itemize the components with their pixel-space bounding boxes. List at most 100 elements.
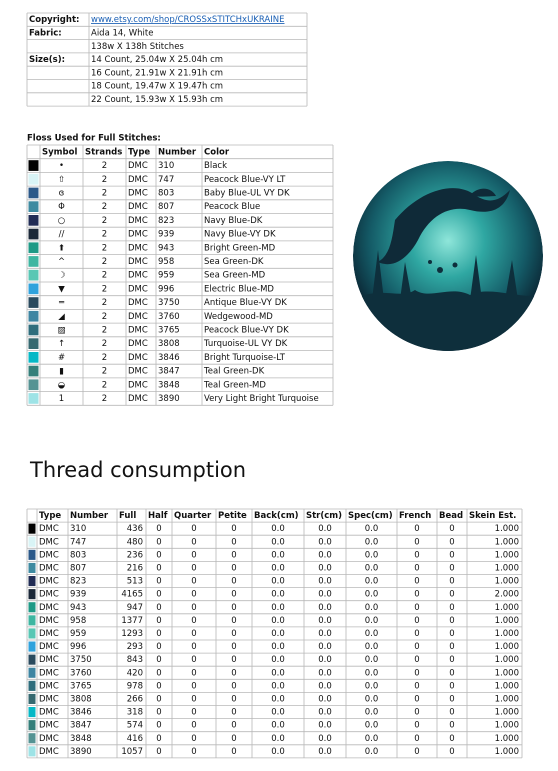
cell-text: 0	[414, 563, 419, 573]
cell-text: 0.0	[318, 629, 332, 639]
cell-text: 3890	[158, 394, 180, 404]
cell-text: ◢	[58, 312, 65, 322]
pattern-image	[353, 161, 543, 351]
cell-text: 0.0	[271, 524, 285, 534]
cell-text: 0.0	[318, 603, 332, 613]
cell-text: 0.0	[365, 734, 379, 744]
cell-text: 2	[102, 312, 107, 322]
cell-text: 0.0	[365, 563, 379, 573]
cell-text: ↑	[58, 339, 65, 349]
cell-text: 0	[449, 668, 454, 678]
column-header: Back(cm)	[254, 511, 299, 521]
cell-text: 0	[156, 577, 161, 587]
color-swatch	[28, 324, 39, 336]
cell-text: 0.0	[318, 550, 332, 560]
cell-text: 0	[449, 734, 454, 744]
cell-text: 0	[156, 616, 161, 626]
cell-text: ⇧	[58, 175, 65, 185]
cell-text: 0	[414, 537, 419, 547]
cell-text: 480	[127, 537, 143, 547]
column-header: Half	[148, 511, 168, 521]
cell-text: 0.0	[271, 629, 285, 639]
cell-text: 310	[70, 524, 86, 534]
cell-text: 1.000	[495, 642, 519, 652]
cell-text: 0.0	[318, 721, 332, 731]
cell-text: 3750	[70, 655, 92, 665]
color-swatch	[28, 352, 39, 363]
color-swatch	[28, 707, 36, 718]
cell-text: DMC	[128, 161, 148, 171]
section-title: Thread consumption	[29, 458, 246, 482]
cell-text: 0.0	[365, 721, 379, 731]
cell-text: 1.000	[495, 563, 519, 573]
cell-text: 0	[414, 734, 419, 744]
cell-text: 0	[449, 524, 454, 534]
cell-text: DMC	[128, 353, 148, 363]
cell-text: 0.0	[318, 590, 332, 600]
cell-text: 0.0	[318, 694, 332, 704]
cell-text: 0	[231, 616, 236, 626]
column-header: Quarter	[174, 511, 212, 521]
cell-text: 0	[414, 577, 419, 587]
cell-text: 318	[127, 708, 143, 718]
cell-text: DMC	[39, 537, 59, 547]
cell-text: ɞ	[59, 188, 65, 198]
cell-text: 0.0	[365, 577, 379, 587]
cell-text: DMC	[39, 747, 59, 757]
cell-text: 3847	[158, 367, 180, 377]
cell-text: //	[59, 230, 65, 240]
cell-text: 266	[127, 694, 143, 704]
cell-text: 0.0	[365, 590, 379, 600]
cell-text: 0.0	[271, 616, 285, 626]
cell-text: DMC	[128, 230, 148, 240]
cell-text: Teal Green-MD	[203, 380, 266, 390]
cell-text: ▼	[58, 284, 65, 294]
color-swatch	[28, 283, 39, 295]
cell-text: 0.0	[271, 681, 285, 691]
cell-text: DMC	[128, 271, 148, 281]
color-swatch	[28, 201, 39, 212]
cell-text: 2.000	[495, 590, 519, 600]
cell-text: 1.000	[495, 629, 519, 639]
cell-text: 0	[231, 629, 236, 639]
cell-text: ^	[58, 257, 65, 267]
cell-text: 0	[191, 708, 196, 718]
cell-text: Very Light Bright Turquoise	[204, 394, 319, 404]
cell-text: 823	[70, 577, 86, 587]
cell-text: 0.0	[365, 642, 379, 652]
cell-text: 3808	[158, 339, 180, 349]
column-header: Number	[158, 147, 197, 157]
cell-text: 0	[231, 694, 236, 704]
cell-text: Bright Green-MD	[204, 243, 276, 253]
cell-text: 1.000	[495, 537, 519, 547]
cell-text: 0	[449, 629, 454, 639]
cell-text: 0.0	[318, 734, 332, 744]
cell-text: 0.0	[271, 734, 285, 744]
info-value: Aida 14, White	[91, 28, 153, 38]
info-value: 14 Count, 25.04w X 25.04h cm	[91, 55, 223, 65]
color-swatch	[28, 589, 36, 600]
info-value: 18 Count, 19.47w X 19.47h cm	[91, 82, 223, 92]
cell-text: 3765	[70, 681, 92, 691]
cell-text: ☽	[58, 271, 66, 281]
cell-text: 0.0	[271, 590, 285, 600]
cell-text: 2	[102, 202, 107, 212]
cell-text: 996	[70, 642, 86, 652]
cell-text: 0	[156, 629, 161, 639]
cell-text: •	[59, 161, 64, 171]
cell-text: 2	[102, 380, 107, 390]
cell-text: Peacock Blue	[204, 202, 260, 212]
cell-text: 2	[102, 257, 107, 267]
cell-text: #	[58, 353, 65, 363]
cell-text: 1057	[121, 747, 143, 757]
section-title: Floss Used for Full Stitches:	[27, 134, 161, 144]
color-swatch	[28, 602, 36, 613]
color-swatch	[28, 297, 39, 308]
cell-text: ◒	[58, 380, 65, 390]
cell-text: 0	[191, 550, 196, 560]
cell-text: Turquoise-UL VY DK	[203, 339, 288, 349]
color-swatch	[28, 256, 39, 267]
cell-text: DMC	[39, 616, 59, 626]
cell-text: 1.000	[495, 550, 519, 560]
cell-text: 0	[156, 655, 161, 665]
